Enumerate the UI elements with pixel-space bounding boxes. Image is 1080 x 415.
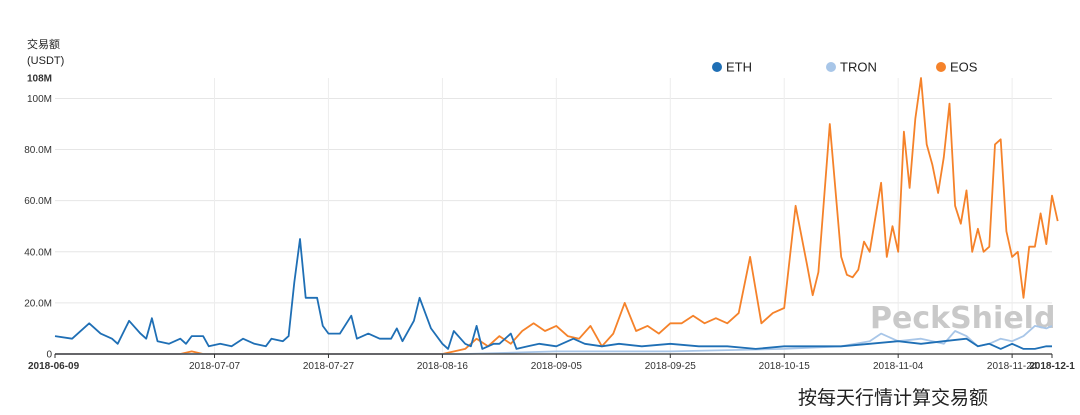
- x-tick-label: 2018-08-16: [417, 361, 469, 372]
- legend-label: TRON: [840, 60, 877, 75]
- chart-caption: 按每天行情计算交易额: [798, 387, 988, 409]
- x-tick-label: 2018-10-15: [759, 361, 811, 372]
- legend-label: ETH: [726, 60, 752, 75]
- x-tick-label: 2018-09-05: [531, 361, 583, 372]
- y-axis-ticks: 0 20.0M 40.0M 60.0M 80.0M 100M 108M: [24, 74, 52, 361]
- legend: ETH TRON EOS: [712, 60, 978, 75]
- x-tick-label: 2018-09-25: [645, 361, 697, 372]
- x-tick-label: 2018-11-04: [873, 361, 924, 372]
- series-line-tron: [55, 325, 1053, 355]
- y-tick-label: 60.0M: [24, 196, 52, 207]
- legend-item-tron[interactable]: TRON: [826, 60, 877, 75]
- y-axis-title: 交易额: [27, 37, 60, 51]
- y-tick-label: 100M: [27, 94, 52, 105]
- legend-swatch: [936, 62, 946, 72]
- y-tick-label: 108M: [27, 74, 52, 85]
- series-lines: [54, 77, 1059, 355]
- y-tick-label: 20.0M: [24, 298, 52, 309]
- x-tick-label: 2018-07-07: [189, 361, 241, 372]
- x-tick-label: 2018-11-24: [987, 361, 1038, 372]
- watermark-text: PeckShield: [870, 301, 1055, 336]
- legend-label: EOS: [950, 60, 978, 75]
- y-axis-unit: (USDT): [27, 55, 64, 67]
- legend-swatch: [826, 62, 836, 72]
- x-axis-ticks: 2018-06-09 2018-07-07 2018-07-27 2018-08-16…: [28, 353, 1075, 372]
- legend-item-eth[interactable]: ETH: [712, 60, 752, 75]
- watermark: PeckShield: [870, 301, 1055, 336]
- series-line-eth: [54, 238, 1052, 350]
- y-tick-label: 0: [46, 350, 52, 361]
- legend-swatch: [712, 62, 722, 72]
- legend-item-eos[interactable]: EOS: [936, 60, 978, 75]
- x-tick-label: 2018-12-1: [1029, 361, 1075, 372]
- y-tick-label: 40.0M: [24, 247, 52, 258]
- x-tick-label: 2018-06-09: [28, 361, 80, 372]
- y-tick-label: 80.0M: [24, 145, 52, 156]
- x-tick-label: 2018-07-27: [303, 361, 355, 372]
- series-line-eos: [55, 77, 1059, 355]
- grid: [55, 78, 1052, 354]
